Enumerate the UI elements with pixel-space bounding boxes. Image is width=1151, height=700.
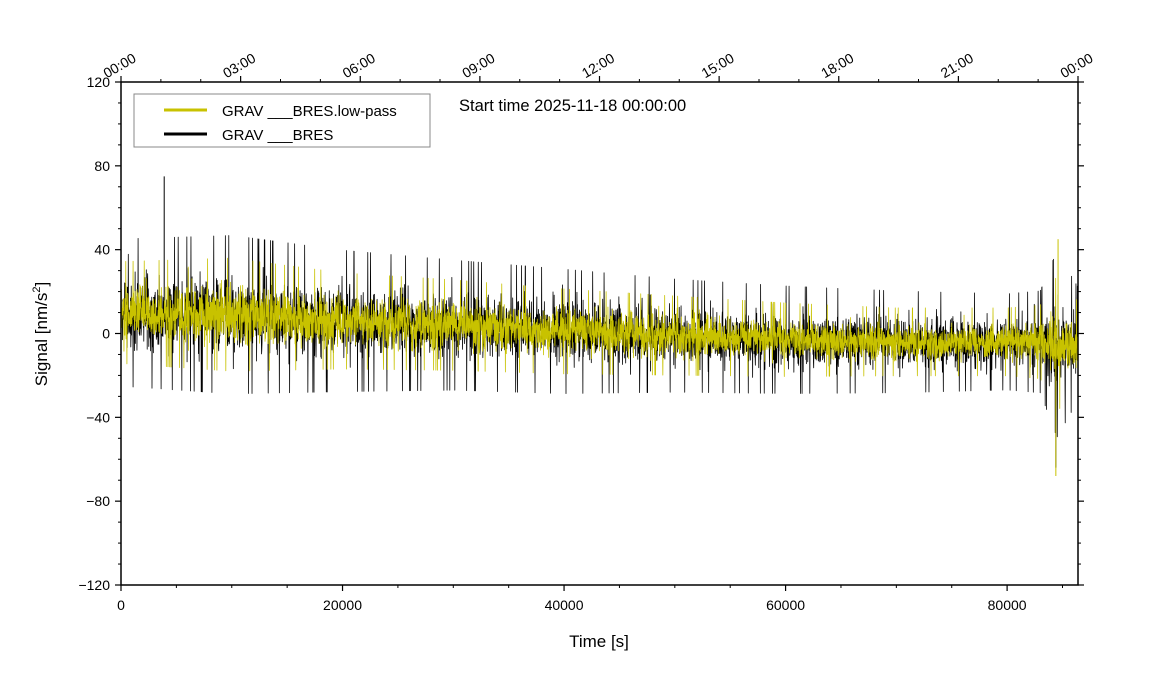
y-tick-label: 120 bbox=[87, 74, 111, 90]
y-tick-label: −40 bbox=[86, 409, 110, 425]
legend-label-raw: GRAV ___BRES bbox=[222, 127, 333, 144]
series-line-0 bbox=[121, 257, 1078, 409]
start-time-annotation: Start time 2025-11-18 00:00:00 bbox=[459, 97, 686, 115]
legend: GRAV ___BRES.low-pass GRAV ___BRES bbox=[133, 93, 431, 148]
y-axis-title-end: ] bbox=[32, 282, 51, 287]
y-tick-label: −120 bbox=[78, 577, 110, 593]
x-axis-title: Time [s] bbox=[569, 632, 629, 651]
top-tick-label: 00:00 bbox=[1057, 50, 1096, 81]
top-tick-label: 15:00 bbox=[698, 50, 737, 81]
y-axis-title: Signal [nm/s2] bbox=[31, 282, 51, 386]
top-tick-label: 21:00 bbox=[938, 50, 977, 81]
y-tick-label: −80 bbox=[86, 493, 110, 509]
y-tick-label: 40 bbox=[94, 242, 110, 258]
y-tick-label: 80 bbox=[94, 158, 110, 174]
legend-label-lowpass: GRAV ___BRES.low-pass bbox=[222, 103, 397, 120]
top-tick-label: 03:00 bbox=[220, 50, 259, 81]
top-tick-label: 06:00 bbox=[340, 50, 379, 81]
x-tick-label: 80000 bbox=[988, 597, 1027, 613]
x-tick-label: 60000 bbox=[766, 597, 805, 613]
top-tick-label: 12:00 bbox=[579, 50, 618, 81]
top-tick-label: 09:00 bbox=[459, 50, 498, 81]
top-tick-label: 00:00 bbox=[100, 50, 139, 81]
y-tick-label: 0 bbox=[102, 326, 110, 342]
x-tick-label: 40000 bbox=[545, 597, 584, 613]
series-layer bbox=[121, 176, 1078, 477]
x-tick-label: 20000 bbox=[323, 597, 362, 613]
x-tick-label: 0 bbox=[117, 597, 125, 613]
legend-box bbox=[133, 93, 431, 148]
y-axis-title-sup: 2 bbox=[31, 287, 43, 293]
y-axis-title-main: Signal [nm/s bbox=[32, 293, 51, 387]
top-tick-label: 18:00 bbox=[818, 50, 857, 81]
